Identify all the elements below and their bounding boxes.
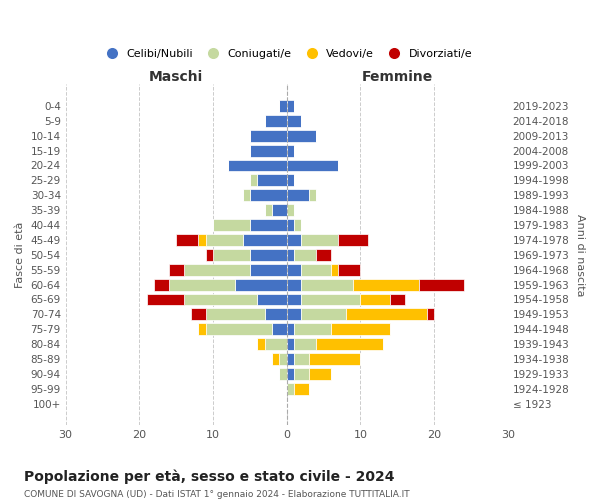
- Bar: [206, 234, 242, 246]
- Bar: [257, 174, 287, 186]
- Bar: [280, 368, 287, 380]
- Bar: [287, 174, 294, 186]
- Text: Femmine: Femmine: [362, 70, 433, 84]
- Bar: [338, 234, 368, 246]
- Legend: Celibi/Nubili, Coniugati/e, Vedovi/e, Divorziati/e: Celibi/Nubili, Coniugati/e, Vedovi/e, Di…: [98, 46, 476, 62]
- Y-axis label: Anni di nascita: Anni di nascita: [575, 214, 585, 296]
- Bar: [287, 249, 294, 261]
- Bar: [265, 338, 287, 350]
- Bar: [199, 234, 206, 246]
- Bar: [309, 368, 331, 380]
- Bar: [331, 324, 390, 335]
- Bar: [250, 130, 287, 141]
- Bar: [287, 100, 294, 112]
- Bar: [250, 264, 287, 276]
- Bar: [184, 264, 250, 276]
- Bar: [191, 308, 206, 320]
- Bar: [206, 324, 272, 335]
- Bar: [242, 234, 287, 246]
- Bar: [287, 160, 338, 172]
- Bar: [316, 338, 383, 350]
- Bar: [294, 368, 309, 380]
- Bar: [287, 130, 316, 141]
- Bar: [338, 264, 361, 276]
- Bar: [272, 353, 280, 365]
- Text: Popolazione per età, sesso e stato civile - 2024: Popolazione per età, sesso e stato civil…: [24, 470, 395, 484]
- Bar: [346, 308, 427, 320]
- Bar: [309, 353, 361, 365]
- Bar: [287, 308, 301, 320]
- Bar: [176, 234, 199, 246]
- Bar: [287, 383, 294, 395]
- Bar: [287, 219, 294, 231]
- Bar: [272, 324, 287, 335]
- Bar: [250, 144, 287, 156]
- Text: Maschi: Maschi: [149, 70, 203, 84]
- Bar: [147, 294, 184, 306]
- Bar: [169, 264, 184, 276]
- Bar: [309, 190, 316, 201]
- Bar: [301, 264, 331, 276]
- Bar: [287, 144, 294, 156]
- Bar: [169, 278, 235, 290]
- Bar: [228, 160, 287, 172]
- Bar: [287, 353, 294, 365]
- Bar: [287, 294, 301, 306]
- Bar: [280, 353, 287, 365]
- Bar: [390, 294, 404, 306]
- Bar: [265, 308, 287, 320]
- Bar: [287, 190, 309, 201]
- Bar: [353, 278, 419, 290]
- Bar: [250, 174, 257, 186]
- Y-axis label: Fasce di età: Fasce di età: [15, 222, 25, 288]
- Bar: [287, 368, 294, 380]
- Text: COMUNE DI SAVOGNA (UD) - Dati ISTAT 1° gennaio 2024 - Elaborazione TUTTITALIA.IT: COMUNE DI SAVOGNA (UD) - Dati ISTAT 1° g…: [24, 490, 410, 499]
- Bar: [250, 249, 287, 261]
- Bar: [294, 338, 316, 350]
- Bar: [154, 278, 169, 290]
- Bar: [213, 219, 250, 231]
- Bar: [250, 190, 287, 201]
- Bar: [287, 234, 301, 246]
- Bar: [294, 353, 309, 365]
- Bar: [272, 204, 287, 216]
- Bar: [331, 264, 338, 276]
- Bar: [199, 324, 206, 335]
- Bar: [287, 324, 294, 335]
- Bar: [206, 249, 213, 261]
- Bar: [206, 308, 265, 320]
- Bar: [184, 294, 257, 306]
- Bar: [301, 278, 353, 290]
- Bar: [294, 324, 331, 335]
- Bar: [301, 308, 346, 320]
- Bar: [294, 383, 309, 395]
- Bar: [235, 278, 287, 290]
- Bar: [287, 264, 301, 276]
- Bar: [265, 204, 272, 216]
- Bar: [294, 219, 301, 231]
- Bar: [257, 338, 265, 350]
- Bar: [287, 338, 294, 350]
- Bar: [257, 294, 287, 306]
- Bar: [301, 294, 361, 306]
- Bar: [294, 249, 316, 261]
- Bar: [427, 308, 434, 320]
- Bar: [242, 190, 250, 201]
- Bar: [419, 278, 464, 290]
- Bar: [287, 278, 301, 290]
- Bar: [361, 294, 390, 306]
- Bar: [316, 249, 331, 261]
- Bar: [287, 115, 301, 127]
- Bar: [287, 204, 294, 216]
- Bar: [265, 115, 287, 127]
- Bar: [280, 100, 287, 112]
- Bar: [250, 219, 287, 231]
- Bar: [301, 234, 338, 246]
- Bar: [213, 249, 250, 261]
